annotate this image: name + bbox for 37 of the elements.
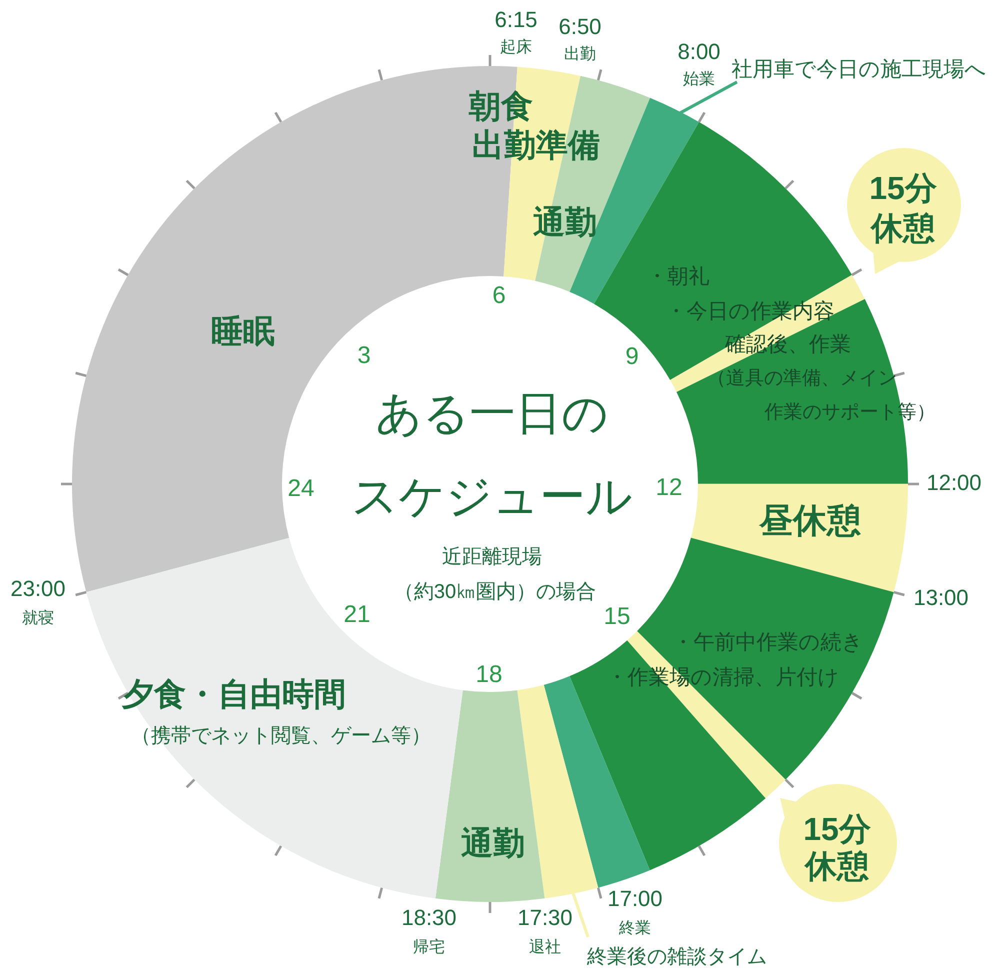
- text: 15: [604, 603, 630, 630]
- text: 帰宅: [413, 938, 445, 956]
- text: 出勤: [564, 45, 596, 63]
- text: 6: [492, 282, 506, 309]
- slice-label: 通勤: [533, 204, 597, 240]
- text: 18: [476, 661, 502, 688]
- text: 12:00: [926, 470, 982, 495]
- slice-label: 終業後の雑談タイム: [586, 946, 767, 968]
- text: 朝食出勤準備: [468, 88, 600, 163]
- text: 6:50: [558, 14, 602, 39]
- slice-label: 通勤: [461, 825, 525, 861]
- text: ある一日のスケジュール: [352, 387, 632, 522]
- text: 12: [656, 474, 682, 501]
- text: 8:00: [678, 39, 720, 64]
- legend-label: 15分休憩: [803, 811, 871, 884]
- text: 退社: [529, 938, 561, 956]
- text: 24: [288, 475, 314, 502]
- text: 23:00: [10, 576, 66, 601]
- slice-label: 昼休憩: [758, 502, 861, 540]
- text: 21: [344, 601, 370, 628]
- slice-label: 社用車で今日の施工現場へ: [732, 58, 986, 81]
- text: 17:00: [607, 886, 663, 911]
- text: 9: [625, 343, 639, 370]
- text: 18:30: [401, 905, 457, 930]
- text: 3: [357, 342, 371, 369]
- slice-label: 夕食・自由時間: [121, 676, 346, 712]
- text: 近距離現場（約30㎞圏内）の場合: [394, 546, 596, 603]
- text: 終業: [618, 919, 651, 937]
- text: （携帯でネット閲覧、ゲーム等）: [131, 725, 431, 747]
- text: 15分休憩: [869, 170, 937, 246]
- slice-label: 睡眠: [211, 313, 275, 349]
- text: 始業: [683, 70, 715, 88]
- text: 17:30: [517, 905, 573, 930]
- text: 13:00: [913, 585, 969, 610]
- text: 6:15: [494, 7, 538, 32]
- text: 就寝: [22, 609, 54, 627]
- text: 起床: [500, 38, 532, 56]
